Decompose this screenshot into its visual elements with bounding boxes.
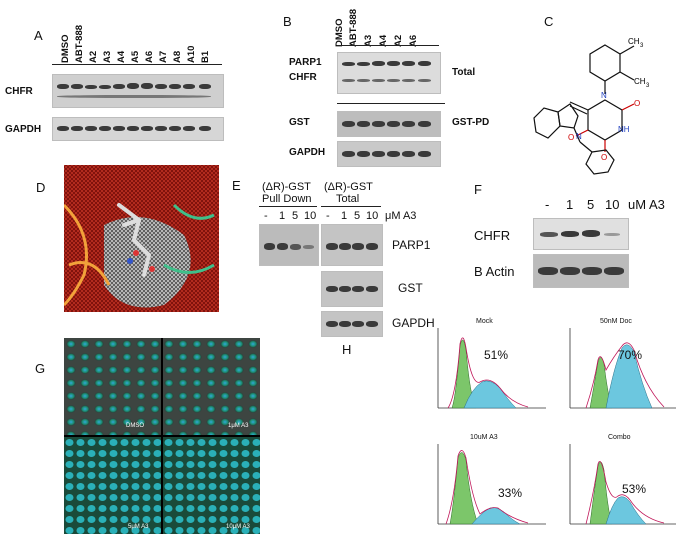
dose-label: - (264, 210, 268, 222)
lane-label: A8 (172, 50, 183, 63)
lane-label: A5 (130, 50, 141, 63)
dose-label: - (545, 197, 550, 212)
chemical-structure: CH 3 CH 3 N NH O O O N (533, 37, 650, 175)
panel-b-row-gst: GST (289, 117, 310, 128)
panel-e-label: E (232, 178, 241, 193)
histogram-title: Mock (476, 318, 493, 325)
histogram-title: 10uM A3 (470, 434, 498, 441)
lane-label: ABT-888 (74, 24, 85, 63)
svg-text:O: O (568, 133, 574, 142)
svg-text:O: O (601, 153, 607, 162)
panel-b-row-gapdh: GAPDH (289, 147, 326, 158)
lane-label: A7 (158, 50, 169, 63)
svg-text:NH: NH (618, 125, 630, 134)
svg-text:3: 3 (640, 43, 644, 49)
panel-c-label: C (544, 14, 554, 29)
histogram-10um-a3: 10uM A3 33% (428, 434, 550, 532)
panel-a-row-chfr: CHFR (5, 86, 33, 97)
panel-e-blot-total-parp1 (321, 224, 383, 266)
svg-text:3: 3 (646, 83, 650, 89)
docking-image (64, 165, 219, 312)
dose-label: 1 (566, 197, 574, 212)
dose-label: 10 (304, 210, 317, 222)
panel-e-group1-underline (259, 206, 317, 207)
dose-unit: uM A3 (628, 197, 665, 212)
dose-label: 5 (354, 210, 361, 222)
histogram-percent: 51% (484, 348, 509, 362)
dose-label: 10 (605, 197, 620, 212)
histogram-title: Combo (608, 434, 631, 441)
svg-text:CH: CH (628, 37, 640, 46)
panel-d-label: D (36, 180, 46, 195)
panel-e-group2-line1: (ΔR)-GST (324, 181, 373, 193)
dose-label: 5 (292, 210, 299, 222)
tile-label-dmso: DMSO (126, 423, 144, 429)
panel-e-row-gst: GST (398, 281, 423, 295)
panel-f-row-chfr: CHFR (474, 228, 511, 243)
lane-label: B1 (200, 50, 211, 63)
dose-unit: μM A3 (385, 210, 417, 222)
lane-label: DMSO (334, 18, 345, 48)
histogram-percent: 70% (618, 348, 643, 362)
panel-e-blot-gapdh (321, 311, 383, 337)
panel-a-blot-gapdh (52, 117, 224, 141)
dose-label: 1 (279, 210, 286, 222)
dose-label: - (326, 210, 330, 222)
panel-e-group2-underline (321, 206, 381, 207)
tile-label-1um: 1μM A3 (228, 423, 249, 429)
panel-e-row-parp1: PARP1 (392, 238, 431, 252)
panel-b-right-total: Total (452, 67, 476, 78)
tile-label-10um: 10μM A3 (226, 524, 250, 530)
panel-f-row-bactin: B Actin (474, 264, 515, 279)
panel-e-group1-line1: (ΔR)-GST (262, 181, 311, 193)
svg-text:N: N (576, 132, 582, 141)
panel-e-group1-line2: Pull Down (262, 193, 312, 205)
lane-label: A4 (116, 50, 127, 63)
panel-g-label: G (35, 361, 46, 376)
panel-f-blot-bactin (533, 254, 629, 288)
dose-label: 5 (587, 197, 595, 212)
panel-a-row-gapdh: GAPDH (5, 124, 42, 135)
panel-b-label: B (283, 14, 292, 29)
panel-a-divider (52, 64, 222, 65)
dose-label: 10 (366, 210, 379, 222)
lane-label: A10 (186, 45, 197, 63)
lane-label: A3 (102, 50, 113, 63)
panel-b-blot-total (337, 52, 441, 94)
panel-a-label: A (34, 28, 43, 43)
panel-f-blot-chfr (533, 218, 629, 250)
dose-label: 1 (341, 210, 348, 222)
panel-b-divider-top (337, 45, 439, 46)
lane-label: ABT-888 (348, 8, 359, 47)
panel-b-row-chfr: CHFR (289, 72, 317, 83)
histogram-percent: 53% (622, 482, 647, 496)
panel-b-blot-gst (337, 111, 441, 137)
panel-b-blot-gapdh (337, 141, 441, 167)
panel-e-row-gapdh: GAPDH (392, 316, 435, 330)
svg-text:CH: CH (634, 77, 646, 86)
panel-b-divider-mid (337, 103, 445, 104)
lane-label: A2 (88, 50, 99, 63)
histogram-50nm-doc: 50nM Doc 70% (560, 318, 680, 414)
panel-e-blot-gst (321, 271, 383, 307)
panel-b-right-gstpd: GST-PD (452, 117, 490, 128)
histogram-percent: 33% (498, 486, 523, 500)
panel-e-blot-pulldown (259, 224, 319, 266)
panel-b-row-parp1: PARP1 (289, 57, 322, 68)
tile-label-5um: 5μM A3 (128, 524, 149, 530)
histogram-combo: Combo 53% (560, 434, 680, 532)
svg-text:N: N (601, 91, 607, 100)
lane-label: DMSO (60, 34, 71, 64)
svg-text:O: O (634, 99, 640, 108)
panel-a-blot-chfr (52, 74, 224, 108)
histogram-title: 50nM Doc (600, 318, 632, 325)
lane-label: A6 (144, 50, 155, 63)
microscopy-grid: DMSO 1μM A3 5μM A3 10μM A3 (64, 338, 260, 534)
panel-h-label: H (342, 342, 352, 357)
panel-e-group2-line2: Total (336, 193, 360, 205)
panel-f-label: F (474, 182, 482, 197)
histogram-mock: Mock 51% (428, 318, 550, 414)
